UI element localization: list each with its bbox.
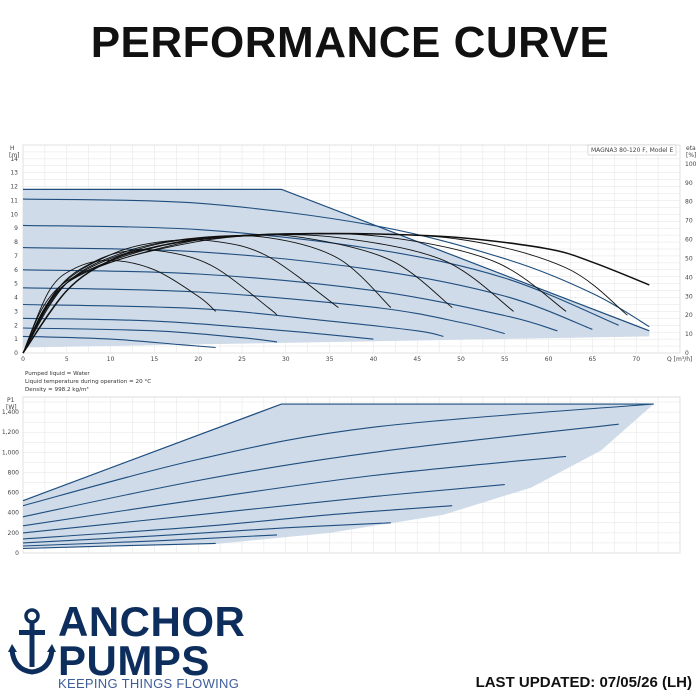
y-axis-unit: [W] <box>6 404 17 411</box>
x-tick-label: 30 <box>282 356 290 363</box>
y-axis-label: H <box>10 145 15 152</box>
x-tick-label: 40 <box>370 356 378 363</box>
qh-curve-2 <box>22 224 619 326</box>
qh-curve-6 <box>22 303 444 337</box>
y-tick-label: 800 <box>8 469 20 476</box>
y2-axis-label: eta <box>686 145 696 152</box>
y-tick-label: 0 <box>15 550 19 557</box>
y-tick-label: 14 <box>10 156 18 163</box>
power-plot: P1[W] 0 200 400 600 800 1,000 1,200 1,400 <box>2 396 681 557</box>
power-curve-4 <box>22 484 505 534</box>
power-curve-8 <box>22 542 216 550</box>
y-tick-label: 400 <box>8 510 20 517</box>
max-head-line <box>23 188 650 332</box>
qh-curve-7 <box>22 317 374 340</box>
x-tick-label: 45 <box>413 356 421 363</box>
page-title: PERFORMANCE CURVE <box>90 18 610 67</box>
y-tick-label: 12 <box>10 184 18 191</box>
qh-curve-3 <box>22 247 593 330</box>
y-axis-unit: [m] <box>9 152 20 159</box>
y-axis-label: P1 <box>7 397 15 404</box>
note-line: Pumped liquid = Water <box>25 371 90 377</box>
power-curve-6 <box>22 522 391 544</box>
y-tick-label: 0 <box>14 350 18 357</box>
x-tick-label: 15 <box>151 356 159 363</box>
x-tick-label: 25 <box>238 356 246 363</box>
qh-curve-5 <box>22 287 505 335</box>
model-label-box <box>587 144 677 156</box>
y2-tick-label: 80 <box>685 199 693 206</box>
y2-tick-label: 100 <box>685 161 697 168</box>
x-tick-label: 5 <box>65 356 69 363</box>
y-tick-label: 2 <box>14 322 18 329</box>
brand-name-line2: PUMPS <box>58 637 210 684</box>
y2-tick-label: 0 <box>685 350 689 357</box>
brand-tagline: KEEPING THINGS FLOWING <box>58 676 240 691</box>
anchor-logo <box>8 604 248 694</box>
y-tick-label: 3 <box>14 308 18 315</box>
eta-curve-9 <box>22 233 628 354</box>
x-tick-label: 0 <box>21 356 25 363</box>
power-curve-7 <box>22 534 278 547</box>
y-tick-label: 6 <box>14 267 18 274</box>
y-tick-label: 1,200 <box>2 429 19 436</box>
y2-tick-label: 40 <box>685 274 693 281</box>
power-max-line <box>22 403 654 502</box>
last-updated: LAST UPDATED: 07/05/26 (LH) <box>475 674 692 691</box>
y-tick-label: 1,400 <box>2 409 19 416</box>
y2-tick-label: 50 <box>685 255 693 262</box>
y-tick-label: 1 <box>14 336 18 343</box>
y-tick-label: 8 <box>14 239 18 246</box>
note-line: Liquid temperature during operation = 20… <box>25 379 151 385</box>
power-curve-3 <box>22 455 567 527</box>
power-envelope <box>23 404 654 549</box>
x-tick-label: 70 <box>632 356 640 363</box>
y2-tick-label: 60 <box>685 237 693 244</box>
x-tick-label: 55 <box>501 356 509 363</box>
qh-curve-1 <box>22 198 650 328</box>
y-tick-label: 10 <box>10 211 18 218</box>
qh-curve-9 <box>22 335 216 349</box>
y-tick-label: 200 <box>8 530 20 537</box>
y2-tick-label: 70 <box>685 218 693 225</box>
y-tick-label: 600 <box>8 490 20 497</box>
qh-eta-plot: H[m]eta[%]012345678910111213140102030405… <box>9 144 697 363</box>
power-curve-5 <box>22 505 453 540</box>
qh-curve-4 <box>22 269 558 332</box>
y-tick-label: 7 <box>14 253 18 260</box>
y2-tick-label: 90 <box>685 180 693 187</box>
power-curve-2 <box>22 423 619 518</box>
qh-curve-8 <box>22 327 278 343</box>
power-curve-1 <box>22 403 654 507</box>
brand-name-line1: ANCHOR <box>58 598 246 645</box>
x-axis-label: Q [m³/h] <box>667 356 692 363</box>
y-tick-label: 9 <box>14 225 18 232</box>
chart-notes: Pumped liquid = Water Liquid temperature … <box>25 371 151 393</box>
model-label: MAGNA3 80-120 F, Model E <box>591 147 673 154</box>
x-tick-label: 10 <box>107 356 115 363</box>
anchor-icon <box>8 608 56 675</box>
x-tick-label: 20 <box>194 356 202 363</box>
y-tick-label: 1,000 <box>2 449 19 456</box>
y2-axis-unit: [%] <box>686 152 696 159</box>
note-line: Density = 998.2 kg/m³ <box>25 386 89 393</box>
y2-tick-label: 30 <box>685 293 693 300</box>
y-tick-label: 5 <box>14 281 18 288</box>
y2-tick-label: 10 <box>685 331 693 338</box>
x-tick-label: 35 <box>326 356 334 363</box>
y-tick-label: 4 <box>14 295 18 302</box>
x-tick-label: 60 <box>545 356 553 363</box>
eta-curve-2 <box>22 259 216 354</box>
y-tick-label: 13 <box>10 170 18 177</box>
y2-tick-label: 20 <box>685 312 693 319</box>
y-tick-label: 11 <box>10 197 18 204</box>
x-tick-label: 65 <box>589 356 597 363</box>
eta-curve-4 <box>22 239 339 354</box>
x-tick-label: 50 <box>457 356 465 363</box>
